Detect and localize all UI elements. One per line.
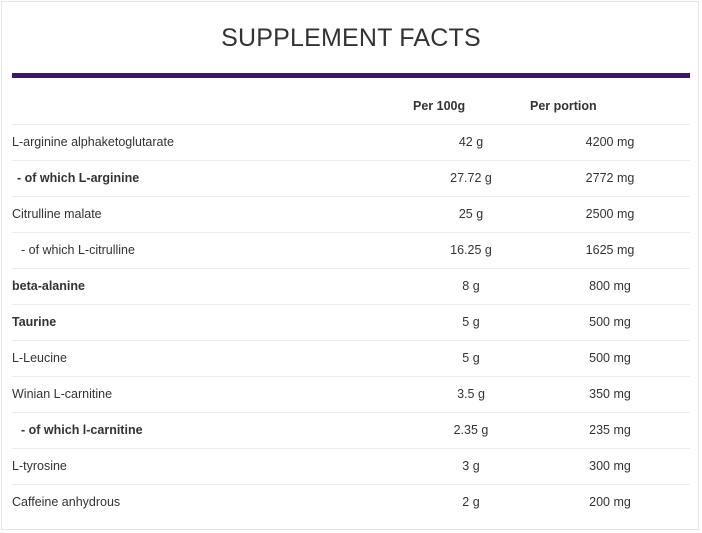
- per-portion-value: 800 mg: [589, 279, 631, 293]
- per-portion-value: 500 mg: [589, 315, 631, 329]
- per-100g-value: 8 g: [462, 279, 480, 293]
- per-100g-value: 3.5 g: [457, 387, 485, 401]
- per-100g-value: 42 g: [458, 135, 484, 149]
- accent-divider: [12, 73, 690, 78]
- table-row: Taurine 5 g 500 mg: [12, 304, 690, 341]
- table-row: L-arginine alphaketoglutarate 42 g 4200 mg: [12, 124, 690, 161]
- per-portion-value: 4200 mg: [585, 135, 635, 149]
- table-row: - of which l-carnitine 2.35 g 235 mg: [12, 412, 690, 449]
- per-100g-value: 3 g: [462, 459, 480, 473]
- page-title: SUPPLEMENT FACTS: [221, 24, 481, 52]
- ingredient-name: - of which L-arginine: [17, 171, 140, 185]
- column-header-per-portion: Per portion: [530, 99, 597, 113]
- table-row: - of which L-arginine 27.72 g 2772 mg: [12, 160, 690, 197]
- per-portion-value: 500 mg: [589, 351, 631, 365]
- per-100g-value: 2.35 g: [453, 423, 489, 437]
- table-row: Winian L-carnitine 3.5 g 350 mg: [12, 376, 690, 413]
- ingredient-name: L-Leucine: [12, 351, 67, 365]
- per-100g-value: 25 g: [458, 207, 484, 221]
- per-portion-value: 235 mg: [589, 423, 631, 437]
- column-header-per-100g: Per 100g: [413, 99, 466, 113]
- ingredient-name: Taurine: [12, 315, 57, 329]
- ingredient-name: L-arginine alphaketoglutarate: [12, 135, 174, 149]
- ingredient-name: - of which l-carnitine: [21, 423, 143, 437]
- per-100g-value: 27.72 g: [450, 171, 492, 185]
- per-portion-value: 2772 mg: [585, 171, 635, 185]
- per-100g-value: 16.25 g: [450, 243, 492, 257]
- table-row: - of which L-citrulline 16.25 g 1625 mg: [12, 232, 690, 269]
- table-row: beta-alanine 8 g 800 mg: [12, 268, 690, 305]
- per-portion-value: 1625 mg: [585, 243, 635, 257]
- table-row: Caffeine anhydrous 2 g 200 mg: [12, 484, 690, 521]
- per-100g-value: 2 g: [462, 495, 480, 509]
- ingredient-name: Caffeine anhydrous: [12, 495, 121, 509]
- ingredient-name: Winian L-carnitine: [12, 387, 113, 401]
- per-100g-value: 5 g: [462, 351, 480, 365]
- ingredient-name: L-tyrosine: [12, 459, 67, 473]
- table-row: Citrulline malate 25 g 2500 mg: [12, 196, 690, 233]
- ingredient-name: - of which L-citrulline: [21, 243, 135, 257]
- per-portion-value: 2500 mg: [585, 207, 635, 221]
- table-row: L-tyrosine 3 g 300 mg: [12, 448, 690, 485]
- per-portion-value: 200 mg: [589, 495, 631, 509]
- per-portion-value: 350 mg: [589, 387, 631, 401]
- per-portion-value: 300 mg: [589, 459, 631, 473]
- ingredient-name: Citrulline malate: [12, 207, 102, 221]
- table-row: L-Leucine 5 g 500 mg: [12, 340, 690, 377]
- per-100g-value: 5 g: [462, 315, 480, 329]
- ingredient-name: beta-alanine: [12, 279, 85, 293]
